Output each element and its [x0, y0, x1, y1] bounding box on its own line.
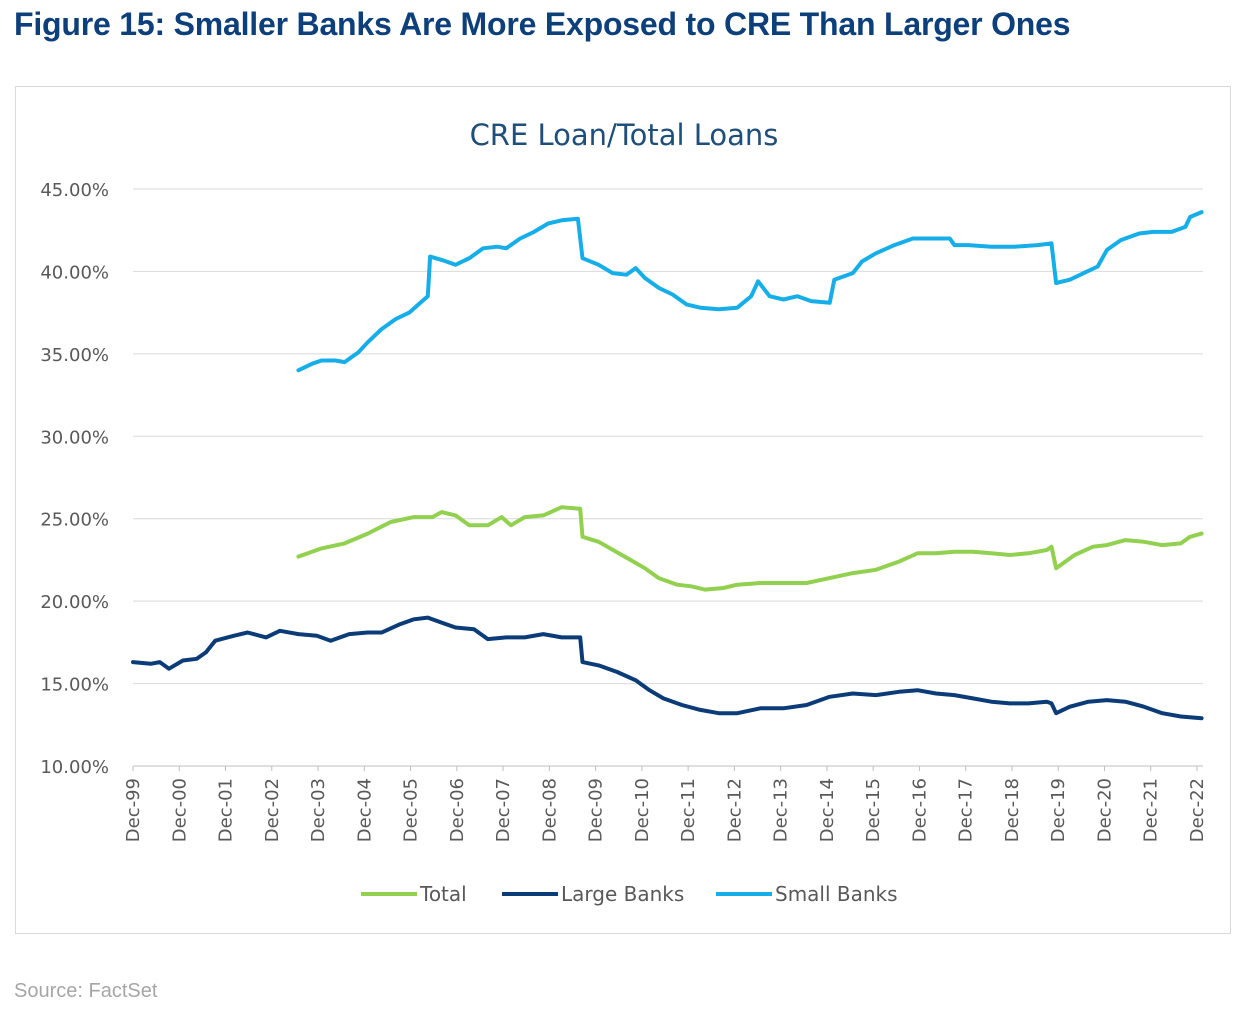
x-tick-label: Dec-06 — [447, 778, 468, 842]
x-tick-label: Dec-16 — [909, 778, 930, 842]
y-tick-label: 45.00% — [40, 180, 109, 201]
y-tick-label: 30.00% — [40, 427, 109, 448]
x-tick-label: Dec-05 — [401, 778, 422, 842]
figure-title: Figure 15: Smaller Banks Are More Expose… — [14, 6, 1071, 42]
series-line-small-banks — [296, 210, 1204, 373]
x-tick-label: Dec-10 — [632, 778, 653, 842]
x-tick-label: Dec-18 — [1002, 778, 1023, 842]
series-line-large-banks — [131, 615, 1204, 721]
y-tick-label: 40.00% — [40, 262, 109, 283]
x-tick-label: Dec-99 — [123, 778, 144, 842]
y-tick-label: 10.00% — [40, 757, 109, 778]
x-tick-label: Dec-13 — [771, 778, 792, 842]
x-tick-label: Dec-19 — [1048, 778, 1069, 842]
x-tick-label: Dec-15 — [863, 778, 884, 842]
series-line-total — [296, 505, 1204, 592]
x-tick-label: Dec-02 — [262, 778, 283, 842]
x-tick-label: Dec-09 — [586, 778, 607, 842]
series-lines — [131, 210, 1204, 721]
gridlines — [133, 188, 1203, 767]
chart-panel: CRE Loan/Total Loans 10.00% 15.00% 20.00% 2… — [15, 86, 1231, 934]
x-tick-label: Dec-04 — [354, 778, 375, 842]
x-tick-label: Dec-08 — [539, 778, 560, 842]
legend-item-large-banks-label: Large Banks — [561, 882, 684, 906]
y-tick-label: 35.00% — [40, 345, 109, 366]
y-tick-label: 25.00% — [40, 510, 109, 531]
x-tick-label: Dec-22 — [1187, 778, 1208, 842]
legend-item-total-label: Total — [419, 882, 467, 906]
x-tick-label: Dec-00 — [169, 778, 190, 842]
x-axis-tick-labels: Dec-99 Dec-00 Dec-01 Dec-02 Dec-03 Dec-04 Dec-… — [123, 766, 1208, 842]
x-tick-label: Dec-21 — [1141, 778, 1162, 842]
y-tick-label: 15.00% — [40, 675, 109, 696]
x-tick-label: Dec-07 — [493, 778, 514, 842]
line-chart: CRE Loan/Total Loans 10.00% 15.00% 20.00% 2… — [40, 118, 1208, 906]
y-tick-label: 20.00% — [40, 592, 109, 613]
x-tick-label: Dec-12 — [724, 778, 745, 842]
x-tick-label: Dec-14 — [817, 778, 838, 842]
x-tick-label: Dec-11 — [678, 778, 699, 842]
source-note: Source: FactSet — [14, 980, 158, 1002]
x-tick-label: Dec-17 — [956, 778, 977, 842]
x-tick-label: Dec-03 — [308, 778, 329, 842]
y-axis-tick-labels: 10.00% 15.00% 20.00% 25.00% 30.00% 35.00% 40.0… — [40, 180, 109, 778]
legend-item-small-banks-label: Small Banks — [775, 882, 898, 906]
x-tick-label: Dec-20 — [1094, 778, 1115, 842]
legend: Total Large Banks Small Banks — [361, 882, 898, 906]
chart-title: CRE Loan/Total Loans — [470, 118, 779, 152]
x-tick-label: Dec-01 — [216, 778, 237, 842]
